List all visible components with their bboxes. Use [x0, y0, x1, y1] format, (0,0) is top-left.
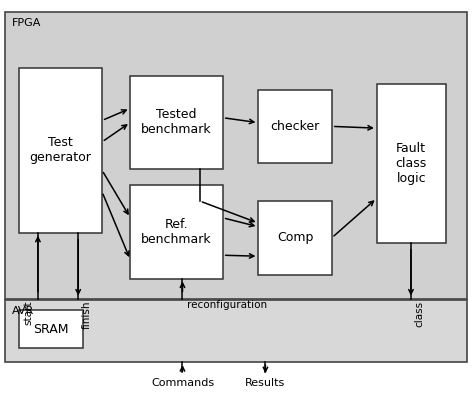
Bar	[130, 76, 223, 169]
Text: checker: checker	[271, 120, 319, 133]
Bar	[19, 68, 102, 233]
Bar	[5, 300, 467, 362]
Text: finish: finish	[82, 300, 91, 329]
Text: SRAM: SRAM	[33, 323, 69, 336]
Text: Test
generator: Test generator	[29, 136, 91, 164]
Text: reconfiguration: reconfiguration	[187, 300, 267, 310]
Text: Commands: Commands	[151, 378, 214, 388]
Bar	[377, 84, 446, 243]
Bar	[5, 12, 467, 298]
Text: class: class	[414, 300, 424, 327]
Text: Fault
class
logic: Fault class logic	[396, 142, 427, 185]
Text: Results: Results	[246, 378, 285, 388]
Bar	[258, 201, 332, 275]
Text: Comp: Comp	[277, 231, 313, 244]
Bar	[258, 90, 332, 163]
Text: Tested
benchmark: Tested benchmark	[141, 108, 212, 137]
Text: FPGA: FPGA	[12, 18, 41, 28]
Text: start: start	[23, 300, 33, 325]
Bar	[19, 310, 83, 348]
Text: AVR: AVR	[12, 306, 34, 316]
Text: Ref.
benchmark: Ref. benchmark	[141, 218, 212, 246]
Bar	[130, 185, 223, 279]
